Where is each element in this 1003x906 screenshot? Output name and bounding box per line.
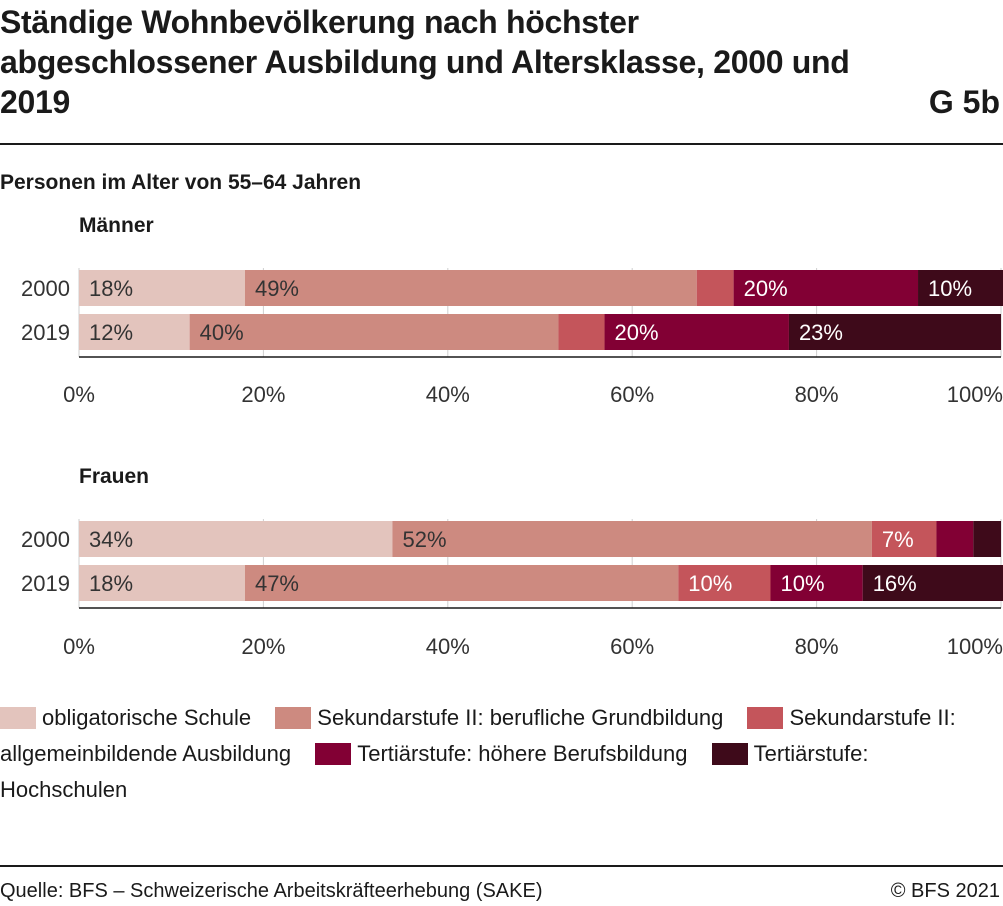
x-tick-label: 80% — [795, 634, 839, 659]
data-label: 20% — [744, 276, 788, 301]
bar-segment — [79, 565, 245, 601]
bar-segment — [733, 270, 919, 306]
source-note: Quelle: BFS – Schweizerische Arbeitskräf… — [0, 880, 543, 902]
data-label: 10% — [781, 571, 825, 596]
data-label: 49% — [255, 276, 299, 301]
data-label: 23% — [799, 320, 843, 345]
legend-swatch — [747, 707, 784, 729]
legend-label: Tertiärstufe: höhere Berufsbildung — [357, 741, 688, 766]
data-label: 7% — [882, 527, 914, 552]
x-tick-label: 20% — [241, 382, 285, 407]
chart-subtitle: Personen im Alter von 55–64 Jahren — [0, 171, 362, 194]
bar-segment — [604, 314, 789, 350]
bar-segment — [788, 314, 1001, 350]
bar-segment — [770, 565, 863, 601]
category-label: 2019 — [21, 571, 70, 596]
legend-label: Sekundarstufe II: allgemeinbildende Ausb… — [0, 705, 956, 766]
bar-segment — [558, 314, 605, 350]
legend-item: Sekundarstufe II: berufliche Grundbildun… — [275, 705, 723, 730]
bar-segment — [862, 565, 1003, 601]
data-label: 18% — [89, 571, 133, 596]
bar-segment — [244, 565, 679, 601]
stacked-bar-charts: Männer 18% 49% 20% 10% 2000 12% 40% 20% 23% 2019 0%… — [21, 214, 1003, 659]
legend: obligatorische Schule Sekundarstufe II: … — [0, 700, 1003, 808]
panel-title: Männer — [79, 214, 154, 237]
chart-title: Ständige Wohnbevölkerung nach höchster a… — [0, 4, 850, 120]
legend-label: Sekundarstufe II: berufliche Grundbildun… — [317, 705, 724, 730]
data-label: 52% — [402, 527, 446, 552]
bar-segment — [79, 521, 393, 557]
x-tick-label: 100% — [947, 382, 1003, 407]
x-tick-label: 40% — [426, 634, 470, 659]
bar-segment — [79, 314, 190, 350]
x-tick-label: 80% — [795, 382, 839, 407]
category-label: 2000 — [21, 276, 70, 301]
x-tick-label: 40% — [426, 382, 470, 407]
bar-segment — [678, 565, 771, 601]
panel-title: Frauen — [79, 465, 149, 488]
data-label: 10% — [928, 276, 972, 301]
data-label: 16% — [873, 571, 917, 596]
top-rule — [0, 143, 1003, 145]
bar-segment — [189, 314, 559, 350]
bar-segment — [244, 270, 697, 306]
bar-segment — [918, 270, 1003, 306]
bar-segment — [936, 521, 974, 557]
data-label: 18% — [89, 276, 133, 301]
bar-segment — [973, 521, 1001, 557]
x-tick-label: 60% — [610, 382, 654, 407]
data-label: 40% — [200, 320, 244, 345]
legend-item: Tertiärstufe: höhere Berufsbildung — [315, 741, 687, 766]
legend-label: obligatorische Schule — [42, 705, 252, 730]
bar-segment — [871, 521, 937, 557]
bottom-rule — [0, 865, 1003, 867]
legend-item: Tertiärstufe: Hochschulen — [0, 741, 869, 802]
x-tick-label: 20% — [241, 634, 285, 659]
data-label: 47% — [255, 571, 299, 596]
data-label: 10% — [688, 571, 732, 596]
legend-swatch — [315, 743, 352, 765]
legend-label: Tertiärstufe: Hochschulen — [0, 741, 869, 802]
legend-swatch — [711, 743, 748, 765]
copyright-note: © BFS 2021 — [890, 880, 1000, 902]
data-label: 12% — [89, 320, 133, 345]
category-label: 2000 — [21, 527, 70, 552]
legend-item: Sekundarstufe II: allgemeinbildende Ausb… — [0, 705, 956, 766]
x-tick-label: 100% — [947, 634, 1003, 659]
bar-segment — [79, 270, 245, 306]
bar-segment — [696, 270, 734, 306]
category-label: 2019 — [21, 320, 70, 345]
chart-code: G 5b — [928, 84, 1000, 120]
data-label: 20% — [615, 320, 659, 345]
data-label: 34% — [89, 527, 133, 552]
x-tick-label: 60% — [610, 634, 654, 659]
x-tick-label: 0% — [63, 634, 95, 659]
legend-item: obligatorische Schule — [0, 705, 251, 730]
x-tick-label: 0% — [63, 382, 95, 407]
legend-swatch — [0, 707, 36, 729]
bar-segment — [392, 521, 872, 557]
legend-swatch — [275, 707, 312, 729]
